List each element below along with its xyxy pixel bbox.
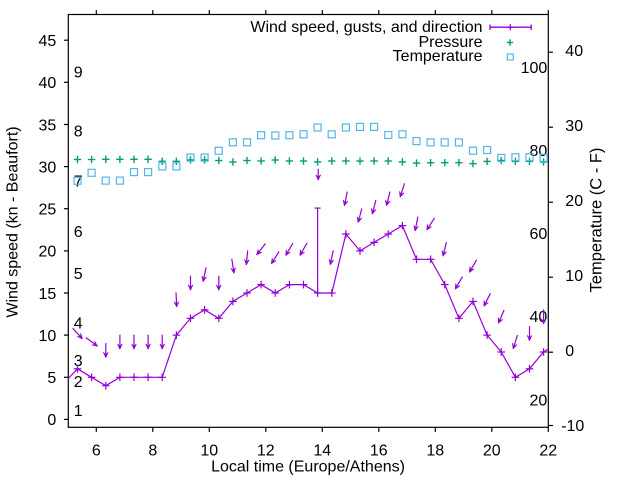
svg-text:12: 12 <box>257 443 275 460</box>
svg-text:0: 0 <box>47 412 56 429</box>
svg-text:8: 8 <box>74 124 83 141</box>
svg-text:5: 5 <box>74 266 83 283</box>
svg-text:20: 20 <box>39 244 57 261</box>
svg-text:Pressure: Pressure <box>418 34 482 51</box>
svg-text:Wind speed (kn - Beaufort): Wind speed (kn - Beaufort) <box>5 126 22 317</box>
svg-text:-10: -10 <box>561 418 584 435</box>
svg-text:6: 6 <box>92 443 101 460</box>
svg-text:35: 35 <box>39 117 57 134</box>
svg-text:25: 25 <box>39 202 57 219</box>
svg-text:3: 3 <box>74 353 83 370</box>
svg-text:14: 14 <box>313 443 331 460</box>
svg-text:30: 30 <box>39 159 57 176</box>
svg-text:16: 16 <box>370 443 388 460</box>
svg-text:6: 6 <box>74 224 83 241</box>
svg-text:Wind speed, gusts, and directi: Wind speed, gusts, and direction <box>250 19 482 36</box>
svg-text:20: 20 <box>565 193 583 210</box>
svg-text:40: 40 <box>530 309 548 326</box>
svg-text:22: 22 <box>539 443 557 460</box>
svg-text:80: 80 <box>530 143 548 160</box>
svg-text:100: 100 <box>521 60 548 77</box>
svg-text:Temperature: Temperature <box>393 48 483 65</box>
svg-text:Temperature (C - F): Temperature (C - F) <box>588 148 606 293</box>
svg-text:20: 20 <box>530 392 548 409</box>
svg-text:40: 40 <box>39 75 57 92</box>
svg-text:4: 4 <box>74 315 83 332</box>
svg-text:8: 8 <box>148 443 157 460</box>
svg-text:2: 2 <box>74 374 83 391</box>
svg-text:15: 15 <box>39 286 57 303</box>
svg-text:7: 7 <box>74 174 83 191</box>
svg-text:45: 45 <box>39 33 57 50</box>
svg-text:5: 5 <box>47 370 56 387</box>
svg-text:40: 40 <box>565 43 583 60</box>
svg-text:1: 1 <box>74 403 83 420</box>
svg-text:10: 10 <box>200 443 218 460</box>
svg-text:Local time (Europe/Athens): Local time (Europe/Athens) <box>211 459 405 476</box>
svg-text:9: 9 <box>74 65 83 82</box>
svg-text:30: 30 <box>565 118 583 135</box>
svg-text:20: 20 <box>483 443 501 460</box>
svg-text:60: 60 <box>530 226 548 243</box>
svg-text:18: 18 <box>426 443 444 460</box>
svg-text:10: 10 <box>39 328 57 345</box>
svg-text:10: 10 <box>565 268 583 285</box>
svg-text:0: 0 <box>565 343 574 360</box>
